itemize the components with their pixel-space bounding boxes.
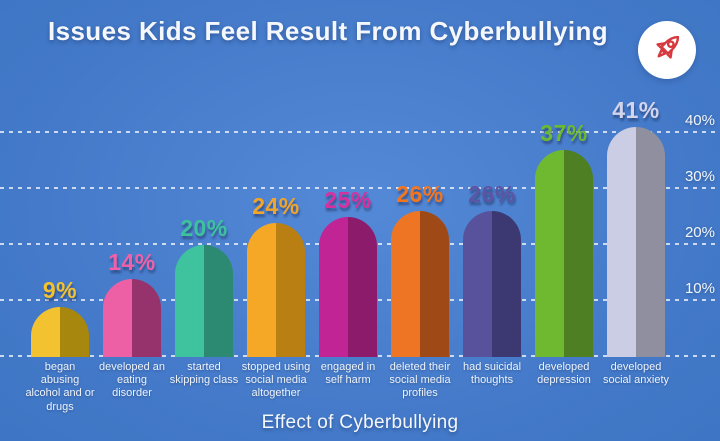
bar-value-label: 41% xyxy=(612,97,660,124)
category-label: started skipping class xyxy=(169,361,239,387)
bar xyxy=(31,306,89,357)
bar xyxy=(463,211,521,357)
bar-value-label: 20% xyxy=(180,215,228,241)
bar-column: 24% xyxy=(240,193,312,357)
y-tick-label: 20% xyxy=(684,224,715,241)
bar-column: 20% xyxy=(168,215,240,357)
bar xyxy=(535,149,593,357)
bar-column: 25% xyxy=(312,187,384,357)
bar-value-label: 26% xyxy=(396,181,444,208)
category-label: stopped using social media altogether xyxy=(241,361,311,400)
x-axis-title: Effect of Cyberbullying xyxy=(261,412,459,433)
y-tick-label: 10% xyxy=(684,280,715,297)
category-label: engaged in self harm xyxy=(320,361,376,387)
bar xyxy=(247,222,305,357)
bar xyxy=(175,245,233,357)
gridline xyxy=(0,131,720,133)
rocket-icon xyxy=(648,29,686,72)
y-tick-label: 40% xyxy=(684,112,715,129)
bar-column: 14% xyxy=(96,249,168,357)
bar xyxy=(319,217,377,357)
bar-value-label: 9% xyxy=(42,276,78,303)
category-labels-row: began abusing alcohol and or drugs develo… xyxy=(24,361,672,414)
category-label: developed an eating disorder xyxy=(98,361,166,400)
bar-column: 9% xyxy=(24,277,96,357)
bar xyxy=(391,211,449,357)
category-label: had suicidal thoughts xyxy=(462,361,522,387)
bar-column: 26% xyxy=(384,181,456,357)
bar xyxy=(607,127,665,357)
gridline xyxy=(0,187,720,189)
bar-column: 37% xyxy=(528,120,600,357)
chart-title: Issues Kids Feel Result From Cyberbullyi… xyxy=(47,16,609,46)
bar-value-label: 26% xyxy=(468,181,516,208)
category-label: deleted their social media profiles xyxy=(389,361,451,400)
y-tick-label: 30% xyxy=(684,168,715,185)
category-label: developed depression xyxy=(537,361,591,387)
bar-value-label: 25% xyxy=(324,187,372,213)
bar-value-label: 24% xyxy=(252,192,300,219)
category-label: developed social anxiety xyxy=(602,361,670,387)
logo-badge xyxy=(638,21,696,79)
bar-column: 26% xyxy=(456,181,528,357)
bar-column: 41% xyxy=(600,97,672,357)
bars-row: 9% 14% 20% 24% 25% 26% 26% 37% 41% xyxy=(24,97,672,357)
category-label: began abusing alcohol and or drugs xyxy=(25,361,95,413)
bar xyxy=(103,278,161,357)
bar-value-label: 37% xyxy=(540,119,588,146)
bar-value-label: 14% xyxy=(108,248,156,275)
